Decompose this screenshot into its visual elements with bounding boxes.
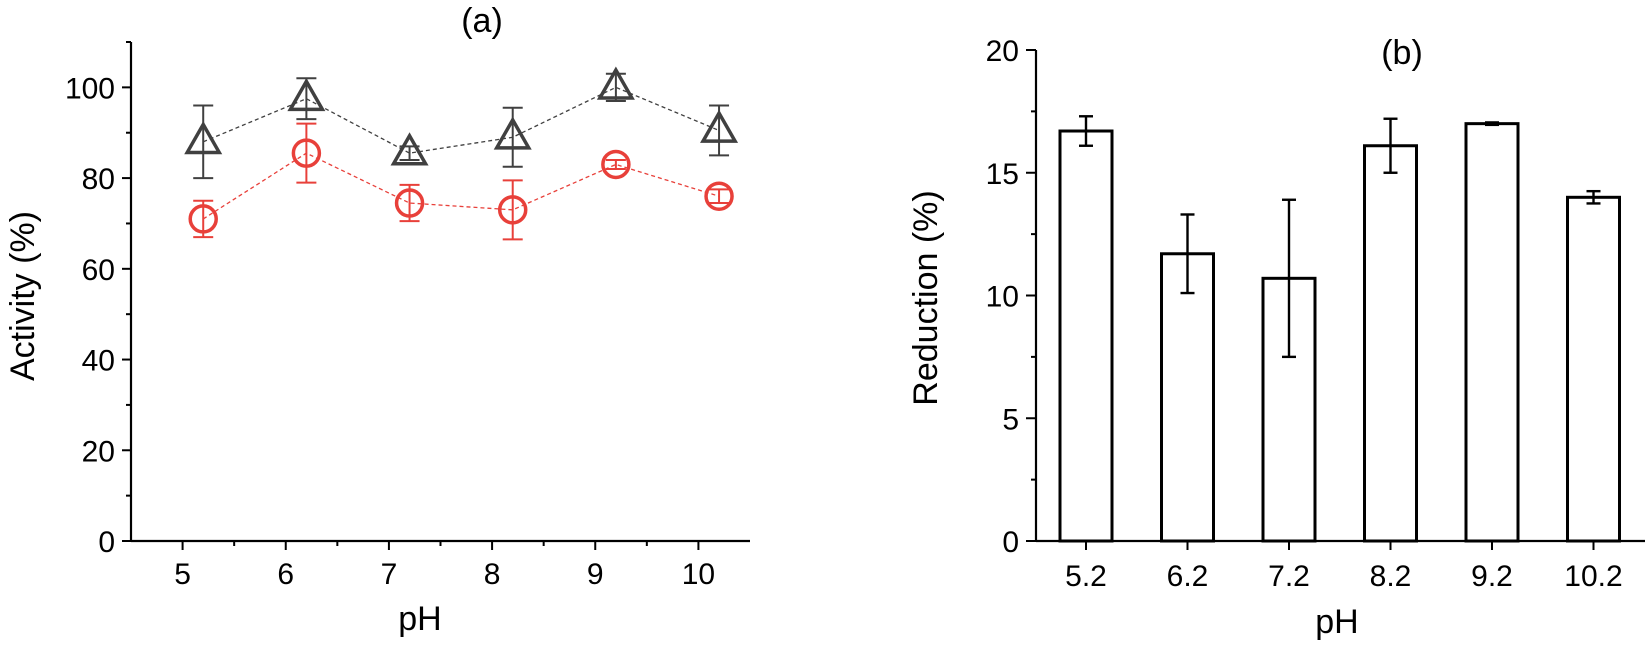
panel-a-y-tick-label: 0 xyxy=(98,526,115,559)
panel-a-y-tick-label: 20 xyxy=(82,435,115,468)
panel-a-x-axis-title: pH xyxy=(398,600,441,638)
panel-b-bar xyxy=(1566,195,1621,543)
panel-b-x-tick-label: 6.2 xyxy=(1167,560,1209,593)
panel-b-bar xyxy=(1160,252,1215,543)
panel-a-series-2-point xyxy=(291,138,322,168)
panel-a-series-1-line xyxy=(202,86,720,154)
panel-a-series-2-line xyxy=(202,152,720,220)
panel-a-series-2-point xyxy=(497,195,528,225)
panel-b-x-tick-label: 8.2 xyxy=(1370,560,1412,593)
panel-b-bar xyxy=(1058,129,1114,543)
panel-b-bar xyxy=(1363,144,1418,543)
panel-a-y-tick-label: 60 xyxy=(82,254,115,287)
panel-a-x-tick-label: 9 xyxy=(587,558,604,591)
panel-a-series-2-point xyxy=(704,181,734,211)
panel-a-scatter: (a) pH Activity (%) 0 20 40 60 80 100 5 6 7 8 9 10 xyxy=(4,2,750,638)
panel-a-series-1-point xyxy=(184,120,223,155)
panel-a-series-1-point xyxy=(700,109,739,143)
panel-b-y-tick-label: 5 xyxy=(1002,403,1019,436)
panel-b-x-tick-label: 10.2 xyxy=(1564,560,1622,593)
panel-a-series-2-point xyxy=(188,204,218,234)
panel-b-y-axis-title: Reduction (%) xyxy=(907,190,945,405)
panel-a-y-axis-title: Activity (%) xyxy=(4,211,42,381)
panel-b-y-tick-label: 15 xyxy=(986,158,1019,191)
panel-a-label: (a) xyxy=(461,2,503,40)
panel-b-x-axis-title: pH xyxy=(1315,603,1358,641)
panel-a-x-tick-label: 8 xyxy=(484,558,501,591)
panel-a-series-2-point xyxy=(394,188,425,218)
panel-a-series-1-point xyxy=(390,132,429,166)
panel-a-y-tick-label: 40 xyxy=(82,345,115,378)
panel-a-series-2-point xyxy=(601,149,631,180)
panel-b-x-tick-label: 9.2 xyxy=(1471,560,1513,593)
panel-a-series-1-point xyxy=(596,66,635,100)
panel-a-x-tick-label: 10 xyxy=(682,558,715,591)
panel-a-y-tick-label: 80 xyxy=(82,163,115,196)
panel-a-x-tick-label: 6 xyxy=(277,558,294,591)
panel-a-x-tick-label: 7 xyxy=(381,558,398,591)
panel-b-y-tick-label: 20 xyxy=(986,35,1019,68)
panel-b-label: (b) xyxy=(1381,34,1423,72)
panel-b-x-tick-label: 7.2 xyxy=(1268,560,1310,593)
panel-a-y-tick-label: 100 xyxy=(65,72,115,105)
panel-b-bar xyxy=(1464,122,1520,543)
panel-b-y-tick-label: 0 xyxy=(1002,526,1019,559)
panel-b-y-tick-label: 10 xyxy=(986,281,1019,314)
panel-a-series-1-point xyxy=(493,116,532,150)
panel-a-x-tick-label: 5 xyxy=(174,558,191,591)
panel-b-bar: (b) pH Reduction (%) 0 5 10 15 20 5.2 6.2 7.2 8.… xyxy=(907,34,1645,641)
panel-b-x-tick-label: 5.2 xyxy=(1065,560,1107,593)
panel-a-series-1-point xyxy=(287,77,326,112)
